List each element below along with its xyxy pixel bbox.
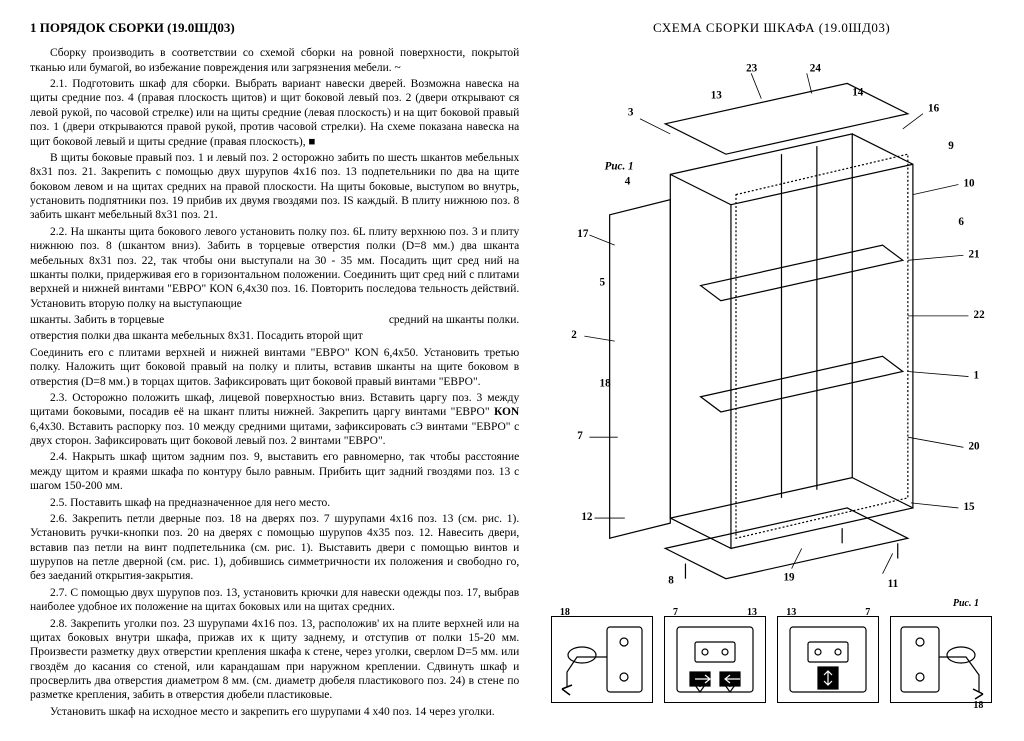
svg-text:24: 24 xyxy=(810,63,822,75)
callout-num: 13 xyxy=(747,607,757,620)
svg-text:13: 13 xyxy=(711,90,723,102)
svg-text:14: 14 xyxy=(852,87,864,99)
svg-text:17: 17 xyxy=(578,228,590,240)
text-column: 1 ПОРЯДОК СБОРКИ (19.0ШД03) Сборку произ… xyxy=(30,20,519,721)
section-title: 1 ПОРЯДОК СБОРКИ (19.0ШД03) xyxy=(30,20,519,36)
paragraph: отверстия полки два шканта мебельных 8x3… xyxy=(30,329,519,343)
callout-num: 18 xyxy=(560,607,570,620)
svg-text:4: 4 xyxy=(625,176,631,188)
text-fragment: 6,4x30. Вставить распорку поз. 10 между … xyxy=(30,421,519,447)
text-fragment: 2.3. Осторожно положить шкаф, лицевой по… xyxy=(30,392,519,418)
svg-text:11: 11 xyxy=(888,578,898,590)
fig-label: Рис. 1 xyxy=(953,598,979,611)
svg-text:2: 2 xyxy=(571,329,577,341)
svg-text:23: 23 xyxy=(746,63,758,75)
paragraph: 2.8. Закрепить уголки поз. 23 шурупами 4… xyxy=(30,617,519,703)
detail-hinge-4: 18 xyxy=(890,616,992,703)
detail-figures: 18 7 13 13 7 18 xyxy=(549,616,994,703)
diagram-column: СХЕМА СБОРКИ ШКАФА (19.0ШД03) xyxy=(549,20,994,721)
svg-text:8: 8 xyxy=(669,575,675,587)
svg-text:6: 6 xyxy=(959,216,965,228)
split-line: шканты. Забить в торцевые средний на шка… xyxy=(30,313,519,327)
callout-num: 18 xyxy=(973,700,983,713)
svg-text:22: 22 xyxy=(974,309,986,321)
paragraph: 2.7. С помощью двух шурупов поз. 13, уст… xyxy=(30,586,519,615)
svg-text:7: 7 xyxy=(578,430,584,442)
svg-text:18: 18 xyxy=(600,378,612,390)
callout-num: 13 xyxy=(786,607,796,620)
paragraph: 2.4. Накрыть шкаф щитом задним поз. 9, в… xyxy=(30,450,519,493)
assembly-svg: 23 24 3 16 10 21 22 1 20 15 17 2 7 12 8 19 11 Ри… xyxy=(549,46,994,606)
svg-text:9: 9 xyxy=(949,140,955,152)
paragraph: 2.6. Закрепить петли дверные поз. 18 на … xyxy=(30,512,519,584)
svg-text:5: 5 xyxy=(600,277,606,289)
svg-text:10: 10 xyxy=(964,178,976,190)
paragraph: Установить шкаф на исходное место и закр… xyxy=(30,705,519,719)
svg-text:16: 16 xyxy=(928,103,940,115)
exploded-diagram: 23 24 3 16 10 21 22 1 20 15 17 2 7 12 8 19 11 Ри… xyxy=(549,46,994,606)
svg-text:20: 20 xyxy=(969,441,981,453)
paragraph: 2.2. На шканты щита бокового левого уста… xyxy=(30,225,519,311)
callout-num: 7 xyxy=(865,607,870,620)
paragraph: 2.5. Поставить шкаф на предназначенное д… xyxy=(30,496,519,510)
paragraph: 2.3. Осторожно положить шкаф, лицевой по… xyxy=(30,391,519,449)
paragraph: В щиты боковые правый поз. 1 и левый поз… xyxy=(30,151,519,223)
callout-num: 7 xyxy=(673,607,678,620)
diagram-title: СХЕМА СБОРКИ ШКАФА (19.0ШД03) xyxy=(653,20,890,36)
text-fragment: средний на шканты полки. xyxy=(389,313,519,327)
svg-text:19: 19 xyxy=(784,572,796,584)
svg-text:1: 1 xyxy=(974,370,980,382)
svg-text:Рис. 1: Рис. 1 xyxy=(605,161,634,173)
text-fragment-bold: КОN xyxy=(494,406,519,418)
svg-text:3: 3 xyxy=(628,107,634,119)
svg-text:15: 15 xyxy=(964,501,976,513)
paragraph: Соединить его с плитами верхней и нижней… xyxy=(30,346,519,389)
detail-hinge-2: 7 13 xyxy=(664,616,766,703)
svg-text:21: 21 xyxy=(969,249,980,261)
svg-text:12: 12 xyxy=(582,511,594,523)
detail-hinge-3: 13 7 xyxy=(777,616,879,703)
text-fragment: шканты. Забить в торцевые xyxy=(30,313,164,327)
paragraph: 2.1. Подготовить шкаф для сборки. Выбрат… xyxy=(30,77,519,149)
detail-hinge-1: 18 xyxy=(551,616,653,703)
paragraph: Сборку производить в соответствии со схе… xyxy=(30,46,519,75)
